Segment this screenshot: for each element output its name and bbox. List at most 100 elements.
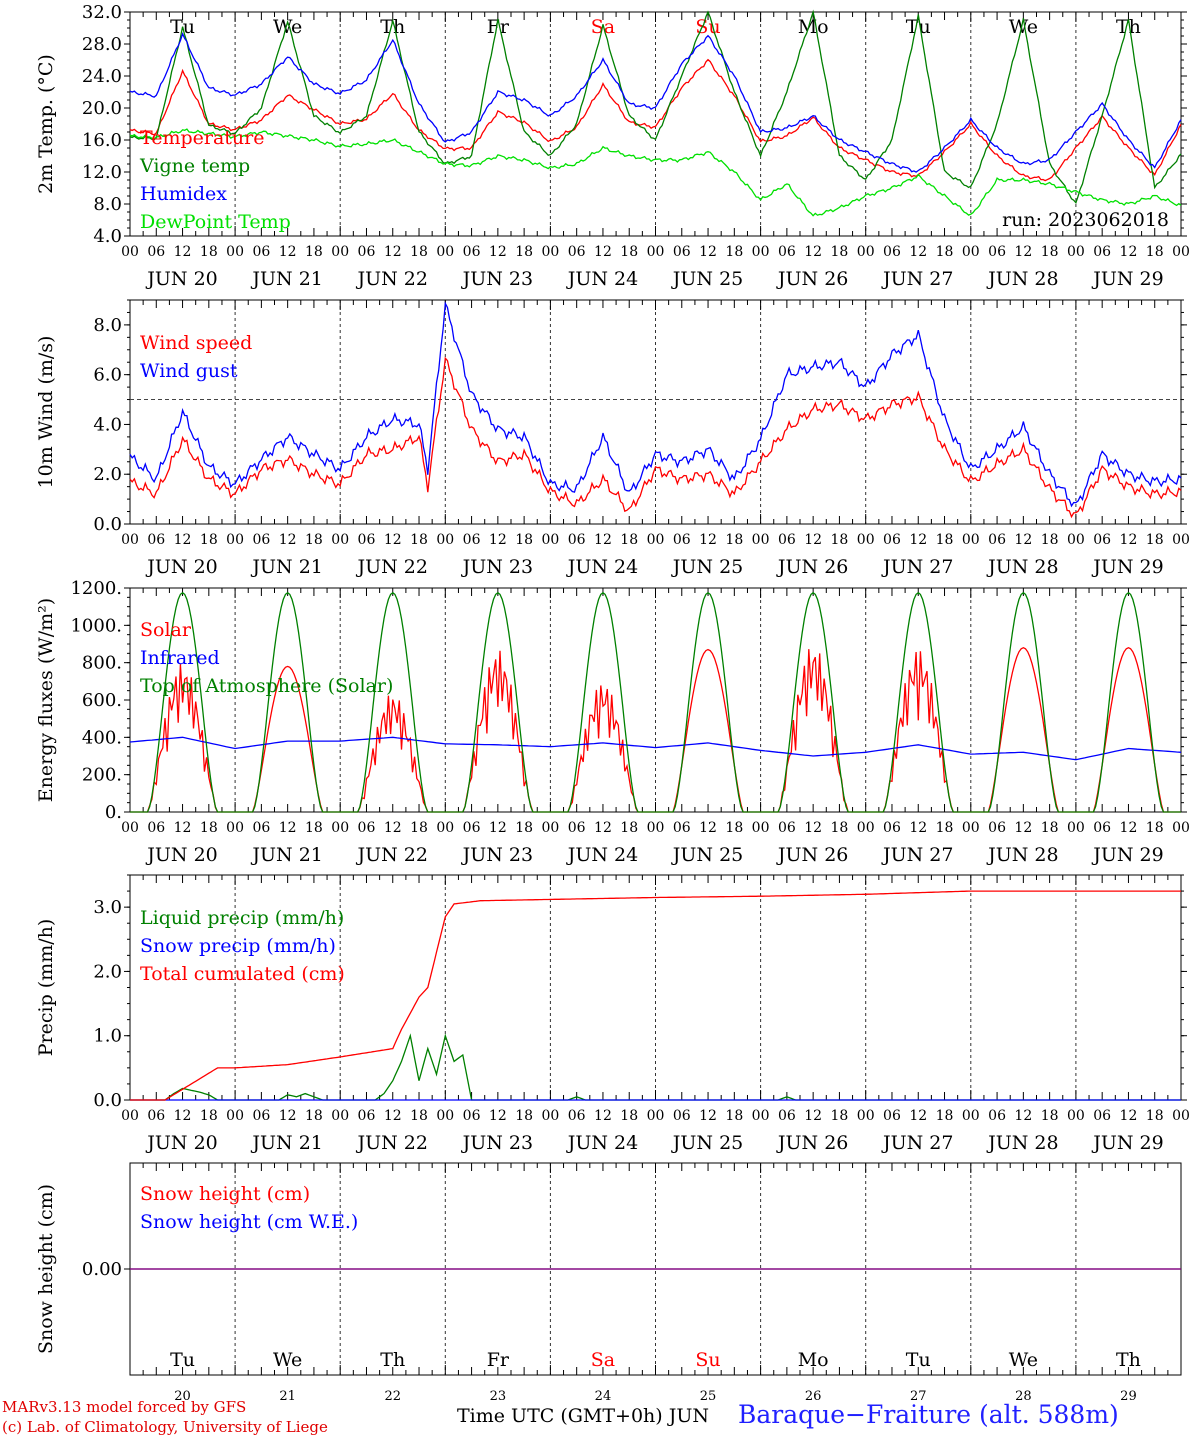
x-hour-label: 00 <box>962 1108 980 1124</box>
x-hour-label: 18 <box>410 244 428 260</box>
legend-entry: Top of Atmosphere (Solar) <box>140 675 393 697</box>
x-hour-label: 00 <box>226 532 244 548</box>
x-hour-label: 06 <box>463 820 481 836</box>
x-hour-label: 00 <box>962 244 980 260</box>
day-abbr: We <box>273 1349 302 1371</box>
x-hour-label: 06 <box>463 532 481 548</box>
x-hour-label: 00 <box>121 244 139 260</box>
x-hour-label: 06 <box>147 244 165 260</box>
x-hour-label: 18 <box>936 244 954 260</box>
run-annotation: run: 2023062018 <box>1002 209 1169 231</box>
day-abbr: Mo <box>798 16 829 38</box>
day-number: 28 <box>1015 1389 1032 1404</box>
day-abbr: We <box>1009 1349 1038 1371</box>
y-tick-label: 12.0 <box>82 162 122 183</box>
x-hour-label: 12 <box>594 244 612 260</box>
y-tick-label: 600. <box>82 690 122 711</box>
x-hour-label: 12 <box>174 820 192 836</box>
x-hour-label: 12 <box>174 532 192 548</box>
panel-precip: 0.0 1.0 2.0 3.0 Precip (mm/h) Liquid precip (… <box>35 874 1190 1154</box>
x-hour-label: 06 <box>778 532 796 548</box>
y-tick-label: 24.0 <box>82 66 122 87</box>
x-hour-label: 18 <box>1041 820 1059 836</box>
x-hour-label: 00 <box>331 532 349 548</box>
x-hour-label: 12 <box>804 532 822 548</box>
x-hour-label: 00 <box>1067 244 1085 260</box>
series-line-top-of-atmosphere-solar- <box>130 591 1181 813</box>
x-hour-label: 18 <box>725 532 743 548</box>
x-hour-label: 12 <box>384 532 402 548</box>
x-hour-label: 00 <box>121 1108 139 1124</box>
x-hour-label: 00 <box>436 820 454 836</box>
y-tick-label: 28.0 <box>82 34 122 55</box>
y-tick-label: 0.0 <box>93 514 122 535</box>
x-hour-label: 12 <box>594 820 612 836</box>
x-hour-label: 06 <box>147 820 165 836</box>
x-hour-label: 12 <box>1014 244 1032 260</box>
x-hour-label: 06 <box>1093 532 1111 548</box>
x-hour-label: 18 <box>1041 532 1059 548</box>
x-hour-label: 12 <box>384 244 402 260</box>
x-date-label: JUN 24 <box>566 556 638 578</box>
x-hour-label: 18 <box>831 820 849 836</box>
x-hour-label: 18 <box>831 1108 849 1124</box>
x-hour-label: 12 <box>699 820 717 836</box>
x-hour-label: 06 <box>1093 1108 1111 1124</box>
y-axis-title: Energy fluxes (W/m²) <box>35 598 57 802</box>
x-hour-label: 12 <box>384 1108 402 1124</box>
x-date-label: JUN 28 <box>986 1132 1058 1154</box>
x-date-label: JUN 24 <box>566 844 638 866</box>
x-hour-label: 18 <box>620 1108 638 1124</box>
x-date-label: JUN 22 <box>356 1132 428 1154</box>
x-hour-label: 18 <box>936 532 954 548</box>
x-hour-label: 12 <box>279 1108 297 1124</box>
x-hour-label: 18 <box>620 244 638 260</box>
x-hour-label: 18 <box>410 1108 428 1124</box>
x-hour-label: 18 <box>1041 244 1059 260</box>
x-date-label: JUN 20 <box>145 1132 217 1154</box>
y-tick-label: 4.0 <box>93 414 122 435</box>
x-hour-label: 18 <box>1146 1108 1164 1124</box>
y-tick-label: 400. <box>82 727 122 748</box>
y-tick-label: 0.0 <box>93 1090 122 1111</box>
day-abbr: Th <box>1116 16 1141 38</box>
y-tick-label: 200. <box>82 765 122 786</box>
x-hour-label: 12 <box>699 244 717 260</box>
x-date-label: JUN 26 <box>776 1132 848 1154</box>
station-name: Baraque−Fraiture (alt. 588m) <box>738 1400 1119 1429</box>
x-date-label: JUN 21 <box>250 556 322 578</box>
x-hour-label: 12 <box>1120 244 1138 260</box>
day-abbr: We <box>273 16 302 38</box>
x-hour-label: 06 <box>988 244 1006 260</box>
x-hour-label: 18 <box>305 820 323 836</box>
x-hour-label: 06 <box>778 820 796 836</box>
x-hour-label: 00 <box>436 1108 454 1124</box>
x-hour-label: 00 <box>436 532 454 548</box>
x-date-label: JUN 23 <box>461 556 533 578</box>
x-date-label: JUN 27 <box>881 844 953 866</box>
y-tick-label: 32.0 <box>82 2 122 23</box>
x-date-label: JUN 27 <box>881 556 953 578</box>
x-hour-label: 06 <box>1093 820 1111 836</box>
x-hour-label: 12 <box>804 244 822 260</box>
x-date-label: JUN 25 <box>671 1132 743 1154</box>
x-hour-label: 18 <box>305 532 323 548</box>
y-tick-label: 1200. <box>70 578 122 599</box>
x-date-label: JUN 23 <box>461 268 533 290</box>
x-hour-label: 18 <box>936 1108 954 1124</box>
x-hour-label: 18 <box>831 244 849 260</box>
x-hour-label: 18 <box>410 532 428 548</box>
x-hour-label: 12 <box>699 1108 717 1124</box>
x-hour-label: 06 <box>252 532 270 548</box>
y-tick-label: 4.0 <box>93 226 122 247</box>
panel-temp: 4.0 8.0 12.0 16.0 20.0 24.0 28.0 32.0 2m Temp. (… <box>35 2 1190 290</box>
x-hour-label: 12 <box>279 532 297 548</box>
day-abbr: Th <box>380 1349 405 1371</box>
day-abbr: Mo <box>798 1349 829 1371</box>
x-hour-label: 12 <box>489 532 507 548</box>
x-date-label: JUN 25 <box>671 268 743 290</box>
x-hour-label: 18 <box>305 1108 323 1124</box>
series-line-wind-speed <box>129 356 1182 519</box>
x-hour-label: 12 <box>594 532 612 548</box>
